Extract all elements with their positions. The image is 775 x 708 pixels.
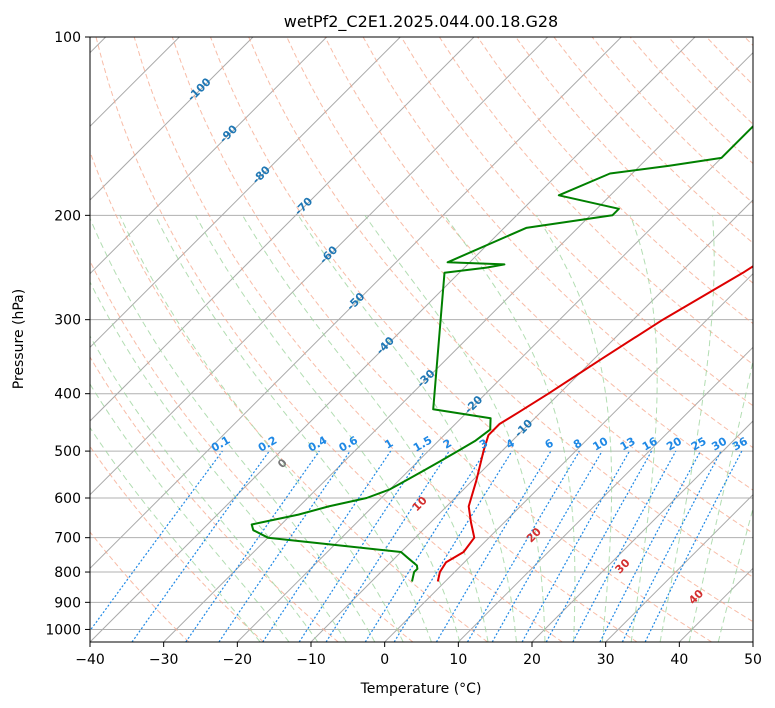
moist-adiabat-line (659, 215, 715, 642)
x-tick-label: 40 (670, 652, 688, 668)
mixing-ratio-line (393, 450, 513, 642)
moist-adiabat-line (154, 215, 432, 642)
isotherm-line (90, 37, 328, 275)
moist-adiabat-line (444, 215, 576, 642)
moist-adiabat-line (90, 280, 347, 642)
isotherm-line (605, 493, 753, 642)
moist-adiabat-line (90, 335, 319, 642)
isotherm-line (90, 37, 401, 349)
x-axis-label: Temperature (°C) (360, 681, 482, 697)
dry-adiabat-line (324, 37, 753, 491)
isotherm-line (752, 641, 753, 642)
isotherm-line (90, 37, 622, 570)
x-tick-label: 50 (744, 652, 762, 668)
background-lines (90, 37, 753, 642)
y-tick-label: 100 (54, 30, 81, 46)
x-tick-label: 30 (597, 652, 615, 668)
dry-adiabat-line (95, 37, 563, 642)
y-tick-label: 1000 (45, 622, 81, 638)
x-tick-label: −30 (149, 652, 179, 668)
isotherm-line (90, 37, 475, 422)
y-tick-label: 900 (54, 595, 81, 611)
x-tick-label: −10 (296, 652, 326, 668)
isotherm-line (90, 37, 549, 496)
temperature-profile-line (436, 265, 753, 582)
isotherm-line (384, 272, 753, 642)
moist-adiabat-line (364, 215, 546, 642)
mixing-ratio-line (521, 450, 631, 642)
y-tick-label: 200 (54, 208, 81, 224)
x-tick-label: 10 (449, 652, 467, 668)
moist-adiabat-line (119, 215, 404, 642)
plot-area (90, 37, 753, 642)
dry-adiabat-line (248, 37, 753, 578)
y-tick-label: 300 (54, 313, 81, 329)
dry-adiabat-line (133, 37, 638, 642)
dry-adiabat-line (90, 531, 190, 642)
moist-adiabat-line (535, 215, 613, 642)
moist-adiabat-line (629, 215, 658, 642)
isotherm-line (90, 37, 254, 201)
moist-adiabat-line (90, 426, 261, 642)
x-tick-label: 0 (380, 652, 389, 668)
y-tick-label: 400 (54, 387, 81, 403)
dry-adiabat-line (90, 445, 264, 642)
mixing-ratio-line (644, 450, 743, 642)
mixing-ratio-line (491, 450, 603, 642)
isotherm-line (163, 51, 753, 642)
dry-adiabat-line (210, 37, 753, 623)
mixing-ratio-line (325, 450, 450, 642)
mixing-ratio-line (621, 450, 722, 642)
x-tick-label: −20 (223, 652, 253, 668)
dry-adiabat-line (90, 150, 488, 642)
mixing-ratio-line (572, 450, 677, 642)
mixing-ratio-line (545, 450, 653, 642)
profile-lines (250, 124, 753, 582)
x-tick-label: −40 (75, 652, 105, 668)
moist-adiabat-line (195, 215, 461, 642)
chart-title: wetPf2_C2E1.2025.044.00.18.G28 (284, 12, 558, 32)
plot-frame (89, 36, 754, 643)
dry-adiabat-line (438, 37, 753, 366)
dry-adiabat-line (400, 37, 753, 407)
isotherm-line (531, 420, 753, 642)
dry-adiabat-line (171, 37, 712, 642)
y-tick-label: 600 (54, 491, 81, 507)
moist-adiabat-line (242, 215, 489, 642)
x-tick-label: 20 (523, 652, 541, 668)
mixing-ratio-line (298, 450, 425, 642)
y-tick-label: 700 (54, 531, 81, 547)
y-tick-label: 800 (54, 565, 81, 581)
mixing-ratio-line (218, 450, 351, 642)
dewpoint-profile-line (250, 124, 753, 582)
dry-adiabat-line (90, 259, 414, 642)
dry-adiabat-line (90, 356, 339, 642)
mixing-ratio-line (185, 450, 320, 642)
y-axis-label: Pressure (hPa) (11, 289, 27, 389)
mixing-ratio-line (90, 450, 223, 632)
dry-adiabat-line (515, 37, 753, 284)
axes: −40 −30 −20 −10 0 10 20 30 40 50 100 200 300 400 500 60… (45, 30, 762, 668)
mixing-ratio-line (262, 450, 392, 642)
mixing-ratio-line (131, 450, 270, 642)
moist-adiabat-line (90, 217, 376, 642)
y-tick-label: 500 (54, 444, 81, 460)
isotherm-line (457, 346, 753, 642)
isotherm-line (90, 37, 696, 642)
